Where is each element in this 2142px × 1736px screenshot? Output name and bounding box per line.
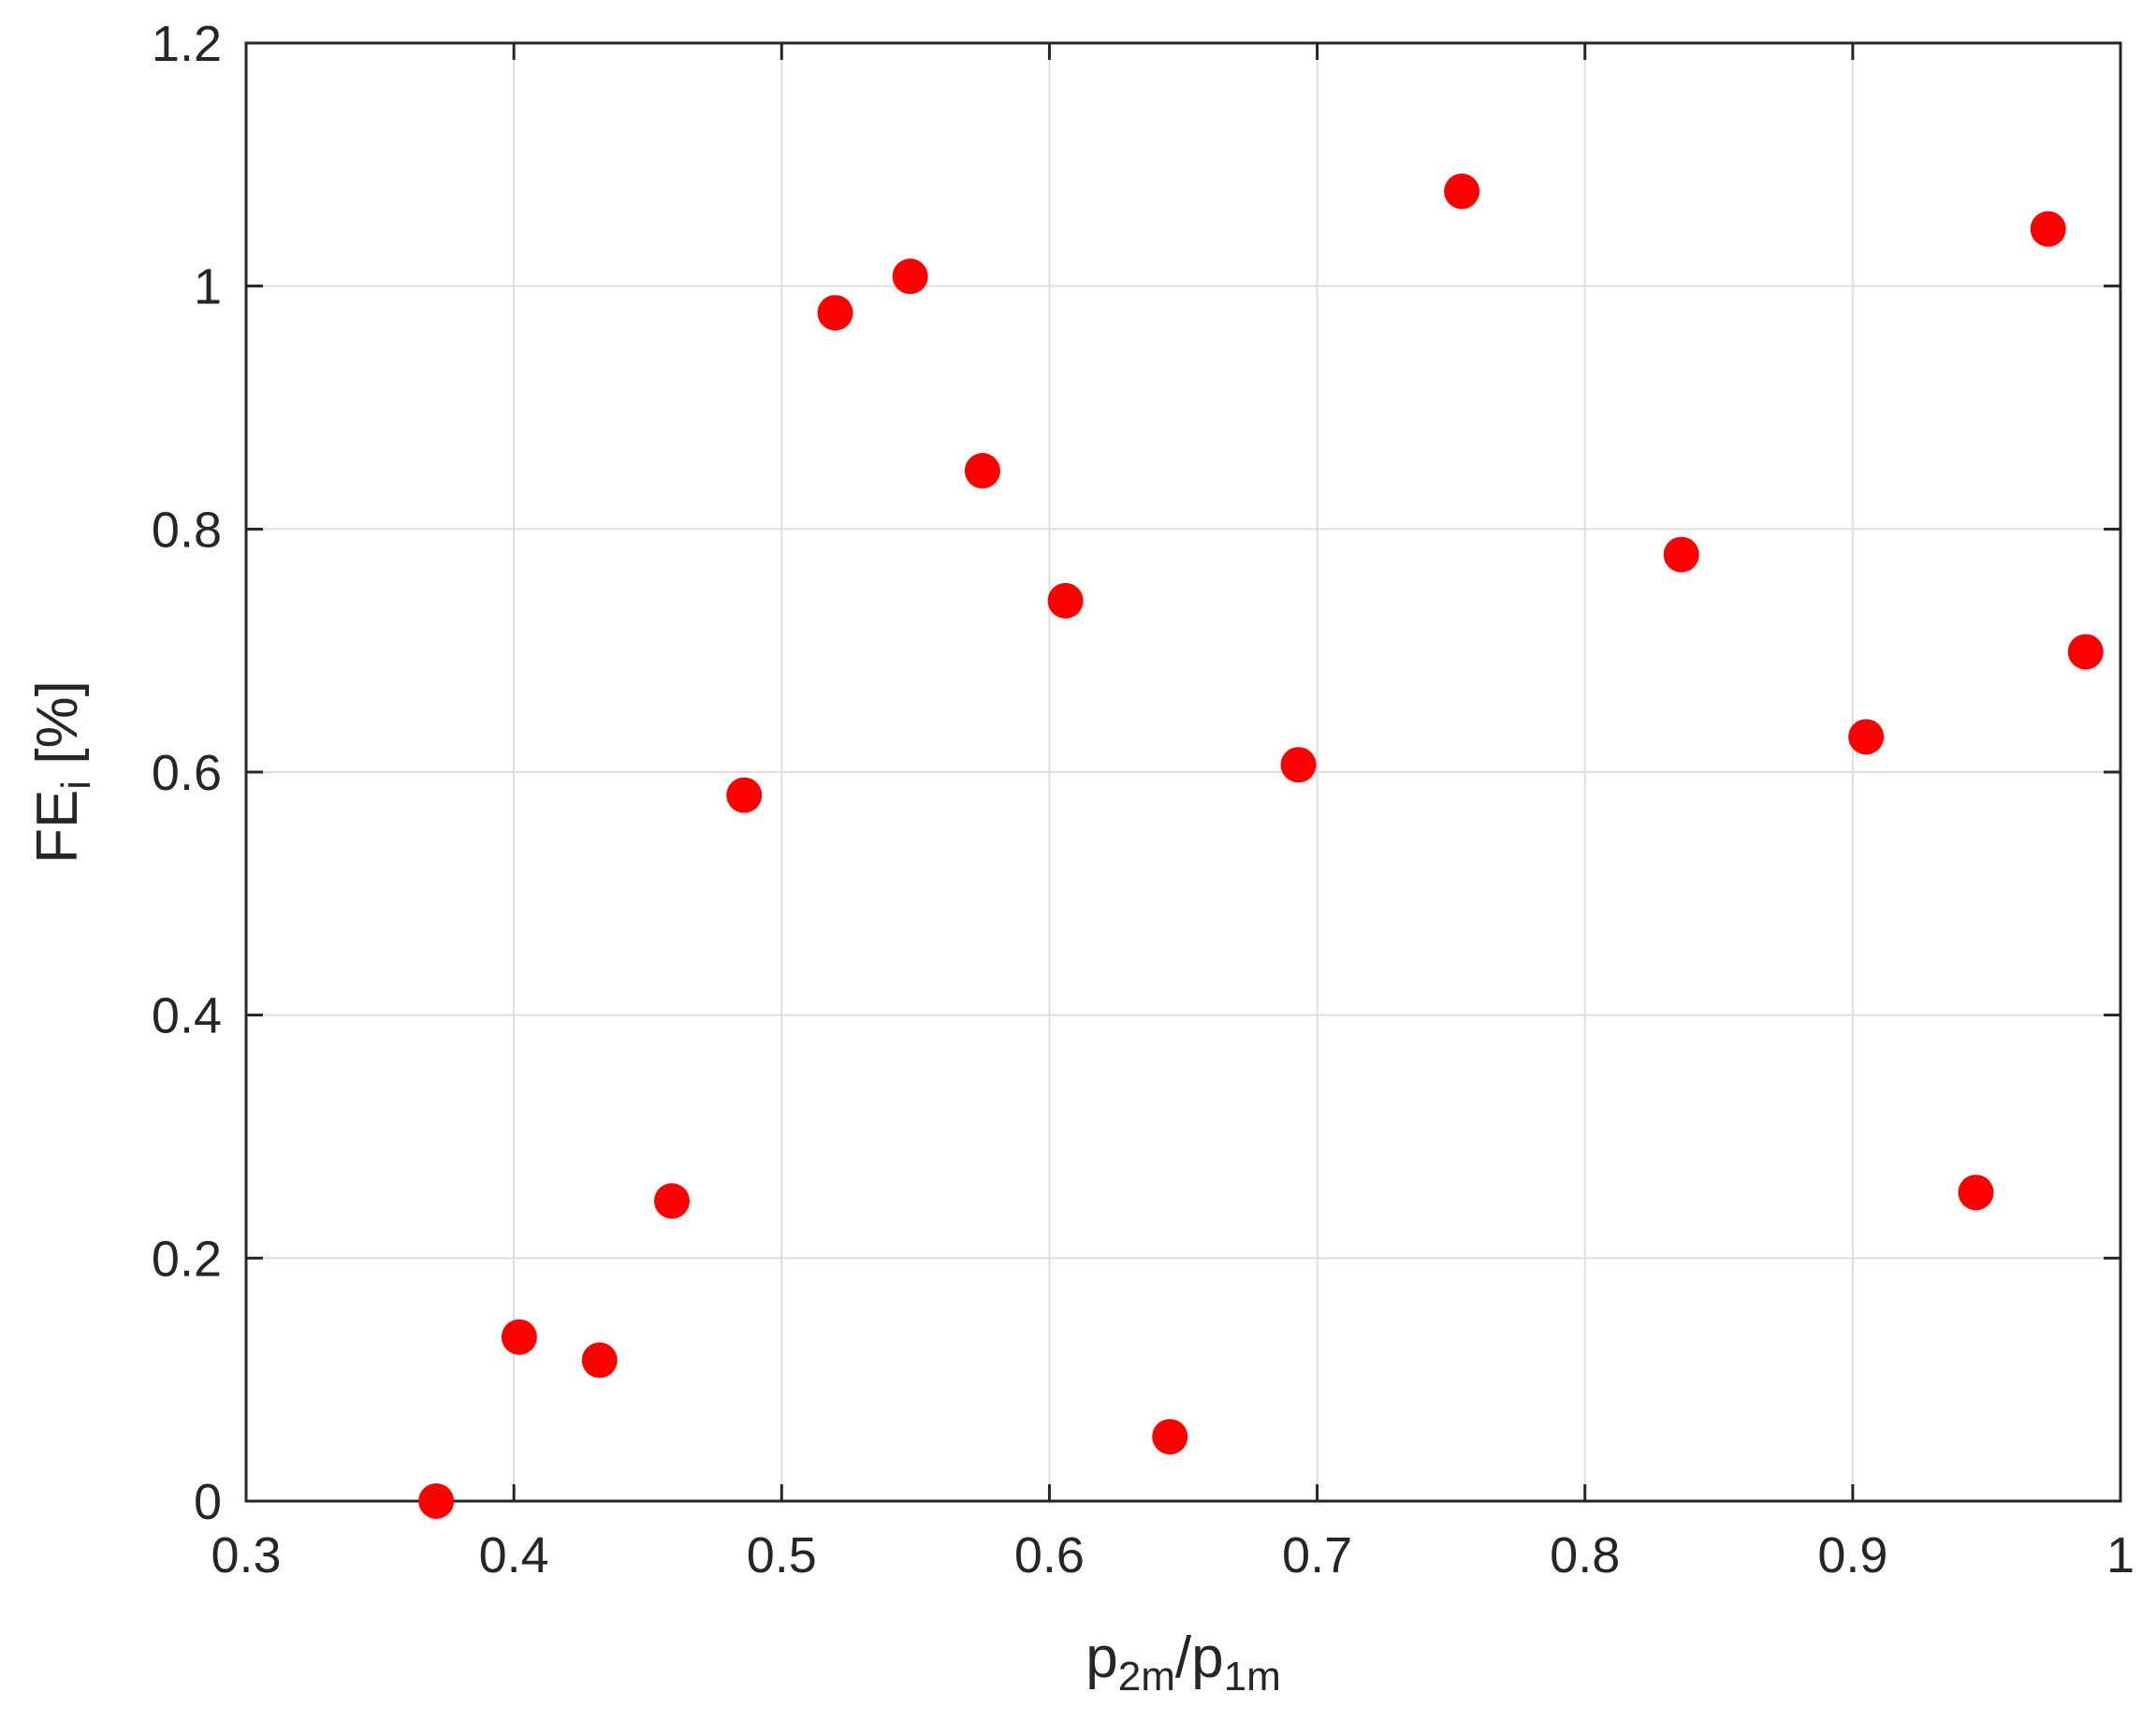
x-label-base-2: p: [1191, 1626, 1223, 1690]
y-tick-label: 0.2: [152, 1231, 222, 1287]
y-tick-label: 0.4: [152, 988, 222, 1044]
data-point: [1152, 1419, 1188, 1455]
data-point: [653, 1183, 690, 1219]
data-point: [817, 295, 853, 331]
y-tick-label: 1: [194, 259, 222, 315]
data-point: [2030, 211, 2066, 247]
data-point: [892, 258, 928, 295]
x-tick-label: 0.8: [1550, 1527, 1620, 1583]
y-label-suffix: [%]: [25, 680, 90, 780]
data-point: [501, 1319, 537, 1355]
x-label-separator: /: [1175, 1626, 1192, 1690]
data-point: [581, 1342, 618, 1379]
x-tick-label: 0.7: [1282, 1527, 1352, 1583]
x-label-sub-2: 1m: [1224, 1654, 1281, 1700]
x-tick-label: 0.4: [479, 1527, 549, 1583]
y-tick-label: 0.6: [152, 745, 222, 801]
y-tick-label: 0.8: [152, 502, 222, 558]
data-point: [1958, 1174, 1994, 1211]
data-point: [1663, 536, 1699, 573]
data-point: [1848, 719, 1885, 755]
data-point: [1280, 747, 1317, 783]
data-point: [726, 777, 763, 813]
x-tick-label: 0.9: [1817, 1527, 1887, 1583]
data-point: [418, 1483, 455, 1519]
grid-lines: [246, 43, 2120, 1501]
data-point: [1047, 582, 1084, 619]
axis-ticks: 0.3 0.4 0.5 0.6 0.7 0.8 0.9 1 0 0.2 0.4 0.6 0.8 1 1.2: [152, 16, 2135, 1583]
data-points: [418, 173, 2104, 1519]
x-tick-label: 0.3: [211, 1527, 281, 1583]
y-axis-label: FEi [%]: [25, 680, 99, 864]
data-point: [2067, 634, 2104, 670]
data-point: [964, 453, 1000, 489]
x-tick-label: 1: [2106, 1527, 2135, 1583]
y-tick-label: 1.2: [152, 16, 222, 72]
data-point: [1444, 173, 1480, 210]
y-label-base: FE: [25, 790, 90, 864]
x-tick-label: 0.6: [1014, 1527, 1085, 1583]
x-label-base-1: p: [1086, 1626, 1117, 1690]
y-label-sub: i: [53, 780, 99, 790]
x-label-sub-1: 2m: [1118, 1654, 1175, 1700]
x-axis-label: p2m/p1m: [1086, 1626, 1280, 1700]
x-tick-label: 0.5: [747, 1527, 817, 1583]
y-tick-label: 0: [194, 1474, 222, 1530]
